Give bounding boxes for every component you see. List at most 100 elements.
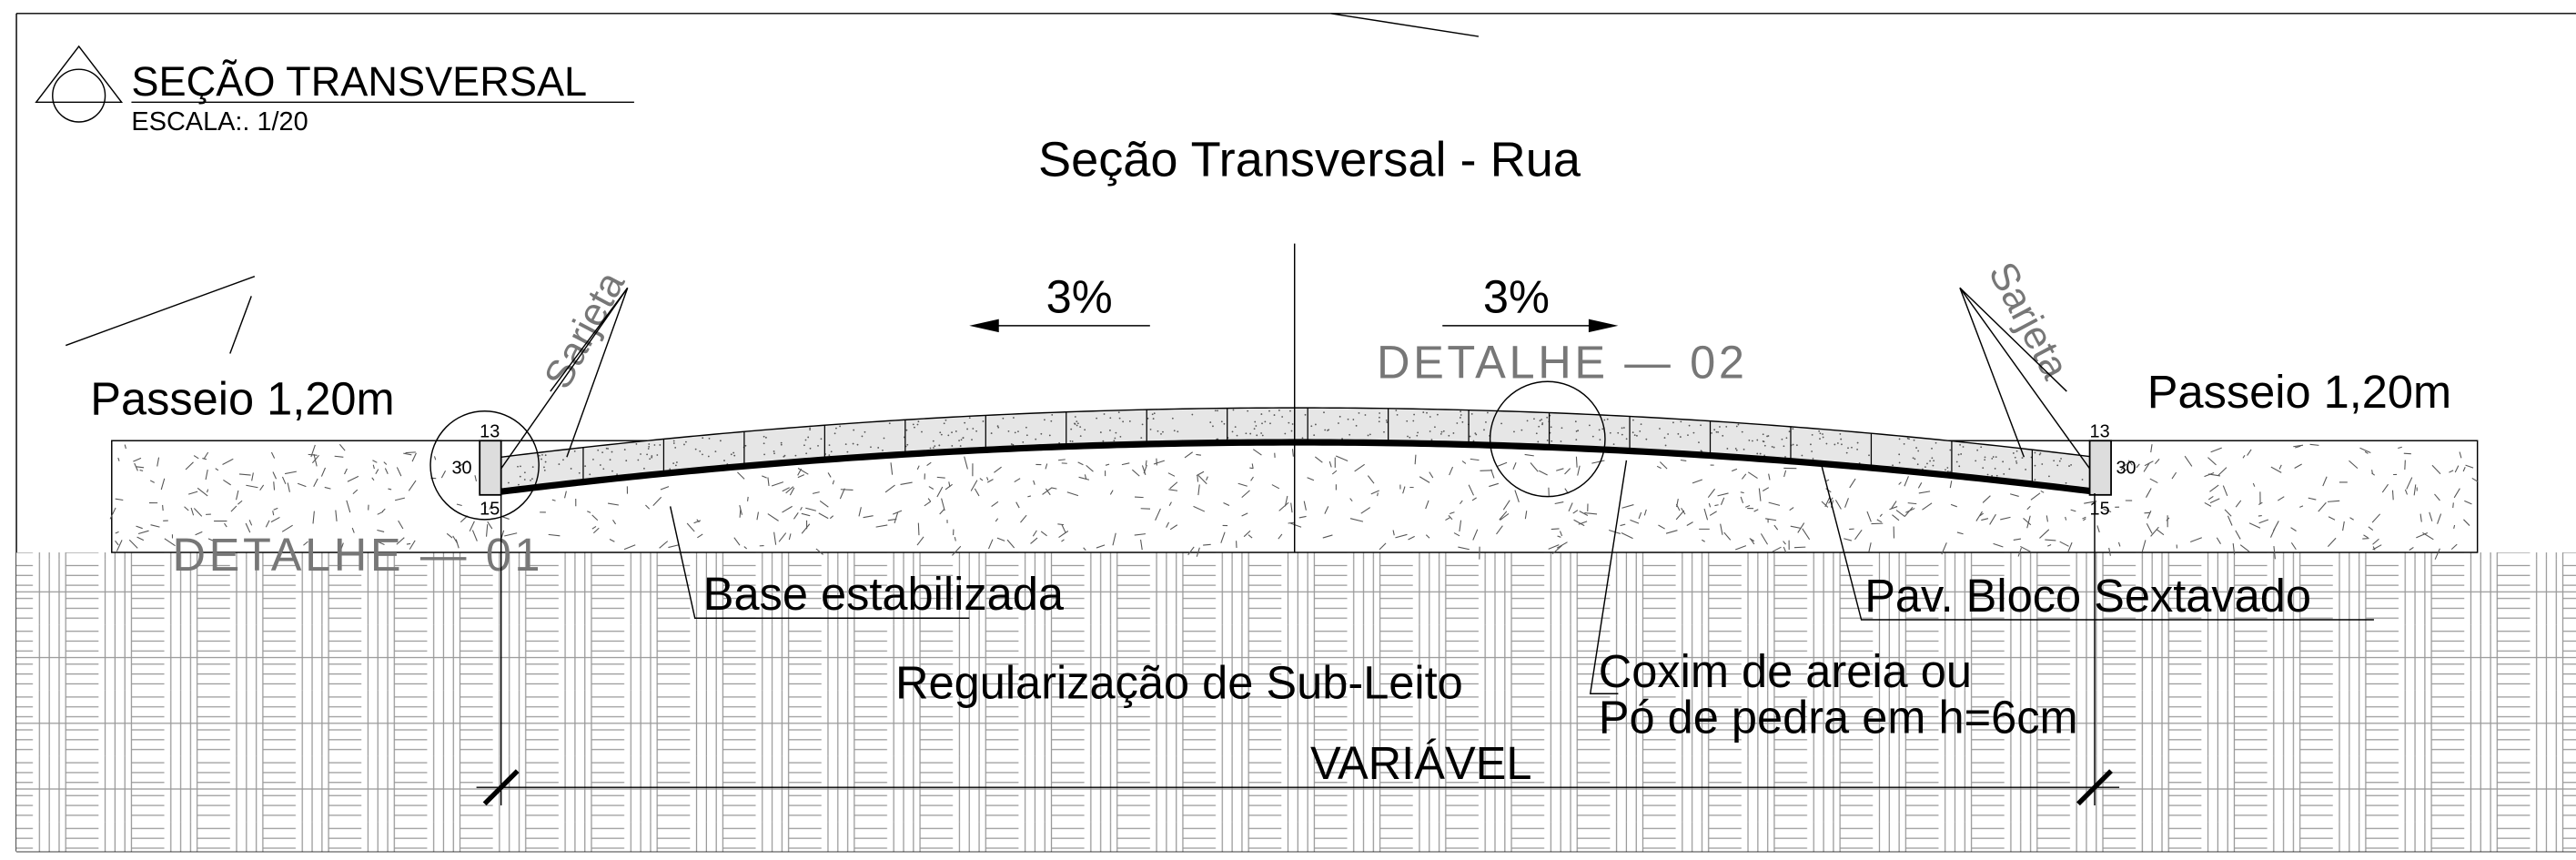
grain — [1456, 422, 1458, 424]
grain — [1792, 428, 1793, 430]
arrowhead — [1589, 319, 1618, 332]
grain — [1150, 429, 1152, 430]
grain — [1575, 439, 1577, 440]
grain — [1763, 440, 1765, 442]
grain — [2016, 450, 2018, 452]
grain — [1857, 442, 1859, 444]
grain — [906, 444, 908, 446]
grain — [520, 465, 521, 467]
grain — [961, 439, 963, 440]
grain — [1349, 434, 1350, 436]
grain — [2066, 482, 2067, 484]
speckle — [1197, 476, 1198, 482]
grain — [518, 484, 520, 486]
grain — [1026, 434, 1028, 436]
grain — [1672, 421, 1674, 423]
grain — [1945, 469, 1946, 470]
sidewalk-label: Passeio 1,20m — [2147, 366, 2451, 418]
grain — [991, 432, 993, 434]
grain — [675, 464, 677, 466]
grain — [1623, 427, 1625, 429]
grain — [1789, 430, 1791, 432]
grain — [817, 445, 819, 447]
grain — [702, 437, 703, 439]
grain — [803, 444, 805, 446]
grain — [1397, 414, 1399, 416]
grain — [1268, 410, 1270, 412]
grain — [1025, 427, 1027, 429]
grain — [2035, 479, 2036, 481]
grain — [2025, 469, 2026, 470]
grain — [2015, 457, 2016, 459]
grain — [1811, 450, 1813, 452]
grain — [1172, 418, 1174, 420]
grain — [601, 451, 603, 453]
layer-label: Coxim de areia ou — [1599, 645, 1972, 697]
curb-dim: 15 — [2090, 499, 2110, 519]
grain — [1541, 419, 1542, 420]
grain — [2015, 460, 2017, 462]
grain — [884, 438, 885, 440]
speckle — [918, 523, 919, 535]
speckle — [748, 497, 749, 501]
grain — [1174, 430, 1176, 431]
grain — [1917, 450, 1919, 452]
grain — [1736, 426, 1738, 428]
grain — [637, 460, 639, 461]
speckle — [2372, 470, 2373, 473]
grain — [648, 448, 650, 450]
speckle — [163, 505, 164, 511]
grain — [1154, 412, 1156, 414]
grain — [1899, 439, 1901, 440]
grain — [1022, 441, 1024, 443]
grain — [1386, 421, 1388, 423]
layer-label: Regularização de Sub-Leito — [895, 657, 1463, 709]
grain — [1537, 441, 1539, 443]
detail-label: DETALHE — 02 — [1377, 337, 1748, 389]
grain — [1527, 420, 1529, 421]
grain — [1359, 412, 1360, 414]
grain — [607, 448, 609, 450]
grain — [2068, 465, 2070, 467]
grain — [1603, 420, 1605, 421]
grain — [1323, 411, 1325, 413]
speckle — [2393, 491, 2394, 501]
grain — [810, 448, 812, 450]
grain — [616, 473, 618, 475]
grain — [1963, 446, 1965, 448]
page: SEÇÃO TRANSVERSAL ESCALA:. 1/20 Seção Tr… — [0, 0, 2576, 860]
grain — [1726, 448, 1728, 450]
speckle — [2404, 453, 2411, 454]
grain — [2048, 475, 2050, 477]
grain — [1738, 424, 1740, 426]
grain — [1840, 439, 1842, 440]
grain — [1434, 426, 1436, 428]
grain — [938, 444, 940, 446]
grain — [1917, 463, 1919, 465]
grain — [1826, 443, 1828, 445]
grain — [1985, 456, 1986, 458]
grain — [1692, 432, 1694, 434]
grain — [532, 466, 534, 468]
grain — [933, 440, 934, 442]
grain — [1763, 433, 1764, 435]
speckle — [2145, 512, 2151, 513]
grain — [765, 437, 767, 439]
grain — [708, 456, 710, 458]
grain — [834, 432, 836, 434]
grain — [1742, 431, 1743, 433]
grain — [1725, 426, 1727, 428]
drawing: SEÇÃO TRANSVERSAL ESCALA:. 1/20 Seção Tr… — [0, 0, 2576, 860]
grain — [1051, 414, 1053, 416]
grain — [1632, 420, 1634, 421]
grain — [1256, 434, 1258, 436]
sheet-title: SEÇÃO TRANSVERSAL — [131, 58, 587, 105]
grain — [1773, 447, 1775, 449]
grain — [1904, 443, 1905, 445]
grain — [1011, 443, 1013, 445]
grain — [2082, 479, 2084, 481]
grain — [1664, 437, 1666, 439]
grain — [2059, 460, 2061, 462]
grain — [1292, 423, 1294, 425]
grain — [784, 455, 786, 457]
